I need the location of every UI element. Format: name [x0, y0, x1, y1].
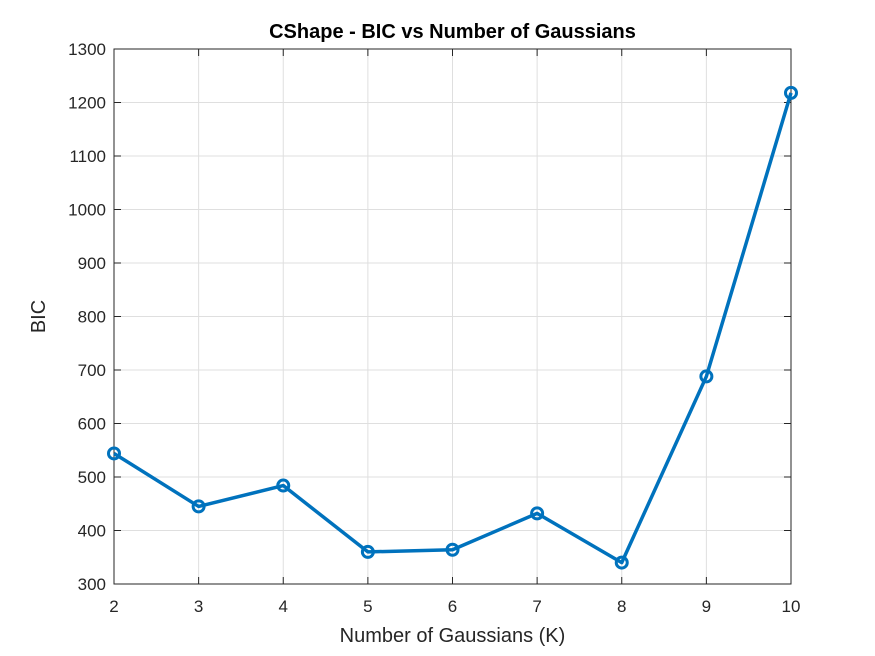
- y-tick-label: 600: [78, 415, 106, 434]
- x-tick-label: 7: [532, 597, 541, 616]
- y-tick-label: 1000: [68, 201, 106, 220]
- x-tick-label: 4: [279, 597, 288, 616]
- data-point: [107, 446, 121, 461]
- x-tick-label: 2: [109, 597, 118, 616]
- y-tick-label: 700: [78, 361, 106, 380]
- series-layer: [107, 85, 798, 570]
- y-tick-label: 1300: [68, 40, 106, 59]
- y-tick-label: 500: [78, 468, 106, 487]
- x-tick-label: 5: [363, 597, 372, 616]
- x-tick-label: 3: [194, 597, 203, 616]
- y-tick-label: 800: [78, 308, 106, 327]
- y-tick-label: 1200: [68, 94, 106, 113]
- x-tick-label: 8: [617, 597, 626, 616]
- y-tick-label: 400: [78, 522, 106, 541]
- x-axis-label: Number of Gaussians (K): [340, 625, 566, 647]
- x-tick-label: 10: [782, 597, 801, 616]
- chart-title: CShape - BIC vs Number of Gaussians: [269, 21, 636, 43]
- data-point: [699, 369, 714, 384]
- x-tick-label: 6: [448, 597, 457, 616]
- ticks: 2 3 4 5 6 7 8 9 10 300 400 500 600 700 800 900 1000 1100 1…: [68, 40, 800, 616]
- data-point: [276, 478, 291, 493]
- data-point: [191, 499, 206, 514]
- data-point: [360, 544, 375, 559]
- y-axis-label: BIC: [28, 300, 50, 333]
- data-point: [784, 85, 798, 100]
- data-point: [614, 555, 629, 570]
- data-point: [445, 542, 460, 557]
- data-point: [530, 506, 545, 521]
- y-tick-label: 1100: [69, 147, 106, 166]
- y-tick-label: 300: [78, 575, 106, 594]
- x-tick-label: 9: [702, 597, 711, 616]
- series-line: [113, 92, 793, 565]
- y-tick-label: 900: [78, 254, 106, 273]
